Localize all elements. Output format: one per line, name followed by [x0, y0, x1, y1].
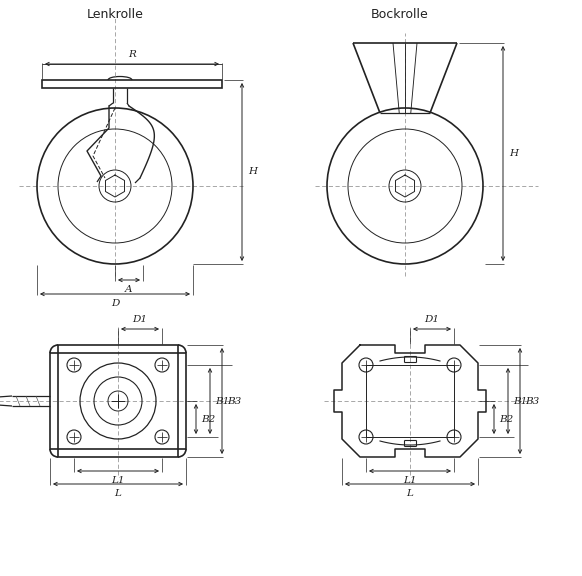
Text: B2: B2 — [201, 415, 215, 423]
Text: H: H — [248, 168, 257, 176]
Text: L: L — [115, 489, 122, 498]
Text: D1: D1 — [424, 315, 439, 324]
Text: L1: L1 — [403, 476, 417, 485]
Text: B1: B1 — [215, 396, 229, 406]
Text: B3: B3 — [227, 396, 242, 406]
Text: Bockrolle: Bockrolle — [371, 8, 429, 21]
Text: L: L — [407, 489, 413, 498]
Text: D: D — [111, 299, 119, 308]
Bar — [366, 365, 454, 437]
Bar — [50, 353, 186, 449]
Text: D1: D1 — [133, 315, 147, 324]
Text: R: R — [128, 50, 136, 59]
Text: B3: B3 — [525, 396, 540, 406]
Bar — [42, 80, 222, 88]
Text: A: A — [125, 285, 133, 294]
Text: B2: B2 — [499, 415, 513, 423]
Text: L1: L1 — [111, 476, 125, 485]
Text: H: H — [509, 149, 518, 158]
Bar — [58, 345, 178, 457]
Text: B1: B1 — [513, 396, 527, 406]
Text: Lenkrolle: Lenkrolle — [87, 8, 143, 21]
